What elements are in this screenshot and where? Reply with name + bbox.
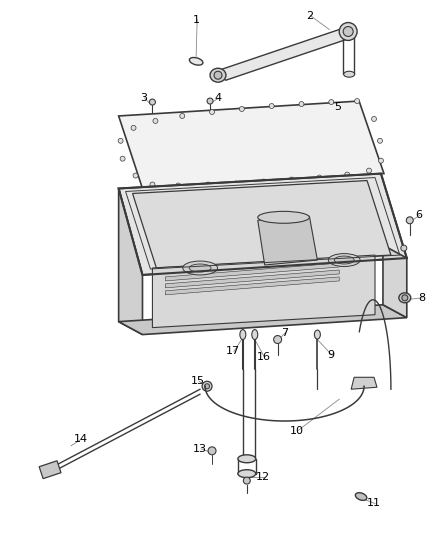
Text: 17: 17 (226, 346, 240, 357)
Text: 6: 6 (415, 211, 422, 220)
Ellipse shape (274, 336, 282, 343)
Ellipse shape (150, 182, 155, 187)
Ellipse shape (120, 156, 125, 161)
Ellipse shape (314, 330, 320, 339)
Ellipse shape (401, 245, 407, 251)
Ellipse shape (118, 139, 123, 143)
Text: 8: 8 (418, 293, 425, 303)
Ellipse shape (378, 158, 383, 163)
Ellipse shape (205, 384, 209, 389)
Text: 12: 12 (256, 472, 270, 482)
Ellipse shape (180, 114, 185, 118)
Ellipse shape (343, 27, 353, 36)
Polygon shape (152, 255, 375, 328)
Ellipse shape (345, 172, 350, 177)
Text: 7: 7 (281, 328, 288, 337)
Ellipse shape (261, 179, 266, 184)
Ellipse shape (238, 470, 256, 478)
Ellipse shape (339, 22, 357, 41)
Ellipse shape (233, 181, 238, 186)
Ellipse shape (371, 116, 377, 122)
Ellipse shape (402, 295, 408, 301)
Ellipse shape (209, 109, 215, 115)
Ellipse shape (289, 177, 294, 182)
Ellipse shape (153, 118, 158, 124)
Text: 11: 11 (367, 498, 381, 508)
Ellipse shape (189, 58, 203, 65)
Ellipse shape (208, 447, 216, 455)
Text: 16: 16 (257, 352, 271, 362)
Polygon shape (165, 277, 339, 295)
Ellipse shape (355, 492, 367, 500)
Ellipse shape (399, 293, 411, 303)
Ellipse shape (252, 329, 258, 340)
Text: 4: 4 (215, 93, 222, 103)
Ellipse shape (406, 217, 413, 224)
Ellipse shape (317, 175, 322, 180)
Ellipse shape (334, 256, 354, 264)
Text: 13: 13 (193, 444, 207, 454)
Text: 5: 5 (334, 102, 341, 112)
Ellipse shape (202, 381, 212, 391)
Text: 2: 2 (306, 11, 313, 21)
Ellipse shape (328, 254, 360, 266)
Ellipse shape (183, 261, 218, 275)
Ellipse shape (205, 182, 211, 187)
Polygon shape (383, 245, 407, 318)
Ellipse shape (240, 329, 246, 340)
Ellipse shape (355, 99, 360, 103)
Ellipse shape (344, 71, 355, 77)
Text: 9: 9 (328, 350, 335, 360)
Ellipse shape (240, 107, 244, 111)
Ellipse shape (299, 102, 304, 107)
Ellipse shape (238, 455, 256, 463)
Text: 14: 14 (74, 434, 88, 444)
Ellipse shape (244, 477, 250, 484)
Ellipse shape (210, 68, 226, 82)
Ellipse shape (214, 71, 222, 79)
Ellipse shape (378, 139, 382, 143)
Text: 3: 3 (140, 93, 147, 103)
Polygon shape (119, 101, 384, 189)
Polygon shape (119, 305, 407, 335)
Ellipse shape (329, 100, 334, 104)
Ellipse shape (149, 99, 155, 105)
Text: 10: 10 (290, 426, 304, 436)
Polygon shape (39, 461, 61, 479)
Polygon shape (258, 216, 318, 265)
Ellipse shape (207, 98, 213, 104)
Ellipse shape (189, 264, 211, 272)
Polygon shape (210, 29, 355, 80)
Polygon shape (351, 377, 377, 389)
Ellipse shape (269, 103, 274, 109)
Ellipse shape (367, 168, 371, 173)
Text: 15: 15 (191, 376, 205, 386)
Polygon shape (133, 181, 391, 268)
Polygon shape (119, 174, 407, 275)
Polygon shape (165, 263, 339, 281)
Polygon shape (165, 270, 339, 288)
Ellipse shape (133, 173, 138, 178)
Polygon shape (119, 189, 142, 335)
Ellipse shape (176, 183, 181, 188)
Ellipse shape (131, 125, 136, 131)
Ellipse shape (258, 212, 309, 223)
Text: 1: 1 (193, 14, 200, 25)
